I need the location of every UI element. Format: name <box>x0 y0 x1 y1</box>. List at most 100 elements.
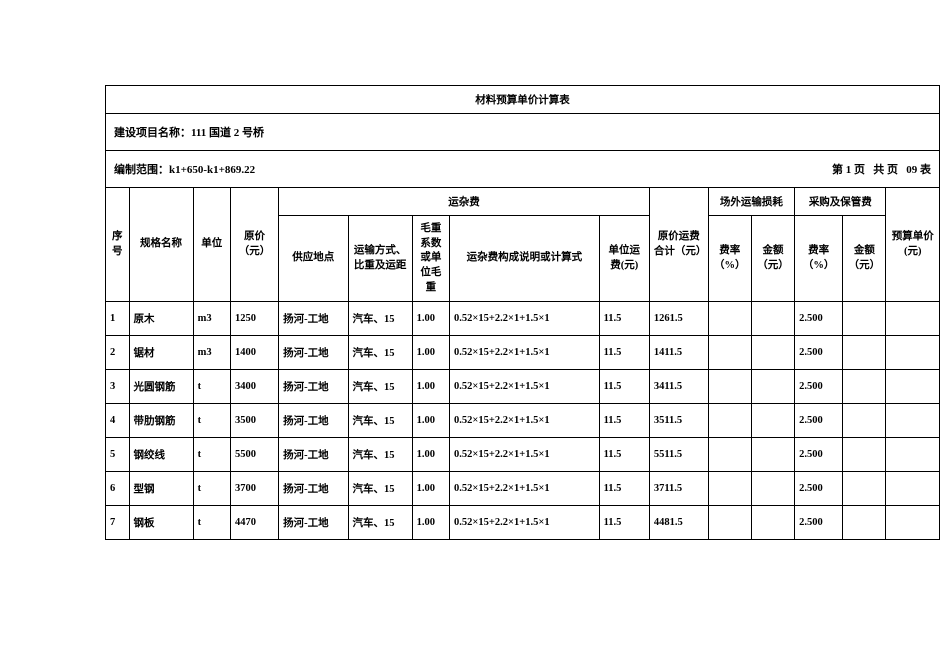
cell-proc-rate: 2.500 <box>795 472 843 506</box>
header-loss-amount: 金额（元） <box>751 216 794 302</box>
cell-coef: 1.00 <box>412 438 449 472</box>
header-supply-loc: 供应地点 <box>279 216 348 302</box>
page-container: 材料预算单价计算表 建设项目名称：111 国道 2 号桥 编制范围：k1+650… <box>0 0 945 669</box>
table-row: 1 原木 m3 1250 扬河-工地 汽车、15 1.00 0.52×15+2.… <box>106 302 940 336</box>
cell-loss-rate <box>708 472 751 506</box>
cell-proc-amt <box>843 472 886 506</box>
cell-loc: 扬河-工地 <box>279 370 348 404</box>
cell-loss-rate <box>708 302 751 336</box>
cell-formula: 0.52×15+2.2×1+1.5×1 <box>450 370 600 404</box>
cell-method: 汽车、15 <box>348 506 412 540</box>
cell-unit: t <box>193 472 230 506</box>
page-num: 第 1 页 <box>832 164 865 176</box>
cell-formula: 0.52×15+2.2×1+1.5×1 <box>450 336 600 370</box>
table-row: 7 钢板 t 4470 扬河-工地 汽车、15 1.00 0.52×15+2.2… <box>106 506 940 540</box>
cell-sum: 3711.5 <box>649 472 708 506</box>
cell-proc-amt <box>843 302 886 336</box>
main-table: 材料预算单价计算表 建设项目名称：111 国道 2 号桥 编制范围：k1+650… <box>105 85 940 540</box>
header-budget-unit: 预算单价(元) <box>886 188 940 302</box>
cell-name: 原木 <box>129 302 193 336</box>
cell-proc-amt <box>843 506 886 540</box>
cell-method: 汽车、15 <box>348 370 412 404</box>
cell-sum: 4481.5 <box>649 506 708 540</box>
cell-loss-amt <box>751 302 794 336</box>
cell-loss-amt <box>751 472 794 506</box>
cell-coef: 1.00 <box>412 472 449 506</box>
cell-unit-fee: 11.5 <box>599 370 649 404</box>
cell-unit-fee: 11.5 <box>599 336 649 370</box>
cell-proc-rate: 2.500 <box>795 370 843 404</box>
cell-formula: 0.52×15+2.2×1+1.5×1 <box>450 472 600 506</box>
header-seq: 序号 <box>106 188 130 302</box>
cell-formula: 0.52×15+2.2×1+1.5×1 <box>450 404 600 438</box>
cell-budget <box>886 404 940 438</box>
project-name: 111 国道 2 号桥 <box>191 127 264 139</box>
cell-unit-fee: 11.5 <box>599 302 649 336</box>
cell-budget <box>886 336 940 370</box>
cell-unit: m3 <box>193 336 230 370</box>
cell-method: 汽车、15 <box>348 302 412 336</box>
cell-unit-fee: 11.5 <box>599 506 649 540</box>
cell-proc-amt <box>843 336 886 370</box>
cell-unit: m3 <box>193 302 230 336</box>
cell-proc-rate: 2.500 <box>795 506 843 540</box>
header-proc-amount: 金额（元） <box>843 216 886 302</box>
cell-loc: 扬河-工地 <box>279 472 348 506</box>
cell-formula: 0.52×15+2.2×1+1.5×1 <box>450 302 600 336</box>
cell-sum: 3411.5 <box>649 370 708 404</box>
scope-cell: 编制范围：k1+650-k1+869.22 <box>106 151 650 188</box>
cell-loss-rate <box>708 404 751 438</box>
cell-proc-rate: 2.500 <box>795 404 843 438</box>
header-spec: 规格名称 <box>129 188 193 302</box>
cell-proc-amt <box>843 370 886 404</box>
header-loss-rate: 费率（%） <box>708 216 751 302</box>
cell-formula: 0.52×15+2.2×1+1.5×1 <box>450 506 600 540</box>
cell-loc: 扬河-工地 <box>279 506 348 540</box>
header-orig-plus-transport: 原价运费合计（元） <box>649 188 708 302</box>
cell-budget <box>886 370 940 404</box>
header-proc-group: 采购及保管费 <box>795 188 886 216</box>
cell-seq: 5 <box>106 438 130 472</box>
project-label: 建设项目名称： <box>114 127 191 139</box>
cell-unit-fee: 11.5 <box>599 404 649 438</box>
cell-seq: 2 <box>106 336 130 370</box>
cell-seq: 7 <box>106 506 130 540</box>
cell-loss-amt <box>751 336 794 370</box>
cell-unit-fee: 11.5 <box>599 472 649 506</box>
cell-sum: 1261.5 <box>649 302 708 336</box>
cell-proc-rate: 2.500 <box>795 438 843 472</box>
cell-name: 锯材 <box>129 336 193 370</box>
cell-coef: 1.00 <box>412 370 449 404</box>
cell-loss-rate <box>708 438 751 472</box>
table-row: 2 锯材 m3 1400 扬河-工地 汽车、15 1.00 0.52×15+2.… <box>106 336 940 370</box>
cell-budget <box>886 438 940 472</box>
header-gross-coef: 毛重系数或单位毛重 <box>412 216 449 302</box>
cell-name: 光圆钢筋 <box>129 370 193 404</box>
cell-price: 4470 <box>231 506 279 540</box>
cell-seq: 3 <box>106 370 130 404</box>
cell-name: 型钢 <box>129 472 193 506</box>
cell-loss-rate <box>708 506 751 540</box>
cell-seq: 1 <box>106 302 130 336</box>
cell-loss-amt <box>751 506 794 540</box>
cell-name: 钢板 <box>129 506 193 540</box>
cell-budget <box>886 506 940 540</box>
cell-unit: t <box>193 506 230 540</box>
cell-loc: 扬河-工地 <box>279 336 348 370</box>
header-group-row: 序号 规格名称 单位 原价（元） 运杂费 原价运费合计（元） 场外运输损耗 采购… <box>106 188 940 216</box>
cell-price: 1400 <box>231 336 279 370</box>
page-info-cell: 第 1 页 共 页 09 表 <box>649 151 939 188</box>
header-formula: 运杂费构成说明或计算式 <box>450 216 600 302</box>
cell-proc-amt <box>843 438 886 472</box>
scope-row: 编制范围：k1+650-k1+869.22 第 1 页 共 页 09 表 <box>106 151 940 188</box>
cell-loss-amt <box>751 404 794 438</box>
project-row: 建设项目名称：111 国道 2 号桥 <box>106 114 940 151</box>
cell-price: 3400 <box>231 370 279 404</box>
cell-price: 1250 <box>231 302 279 336</box>
table-row: 3 光圆钢筋 t 3400 扬河-工地 汽车、15 1.00 0.52×15+2… <box>106 370 940 404</box>
header-unit: 单位 <box>193 188 230 302</box>
cell-budget <box>886 472 940 506</box>
cell-sum: 5511.5 <box>649 438 708 472</box>
cell-seq: 4 <box>106 404 130 438</box>
cell-method: 汽车、15 <box>348 472 412 506</box>
